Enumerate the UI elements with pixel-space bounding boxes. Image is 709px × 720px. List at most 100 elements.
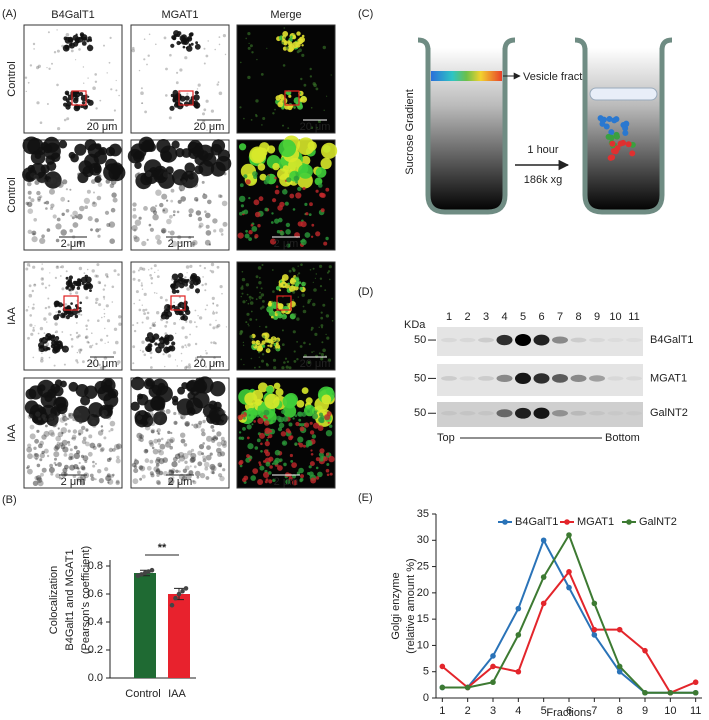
- signal: [162, 209, 165, 212]
- signal: [184, 282, 188, 287]
- signal: [46, 321, 48, 323]
- signal: [39, 452, 45, 459]
- signal: [195, 325, 198, 328]
- signal: [206, 129, 208, 131]
- signal: [132, 345, 136, 349]
- signal: [58, 140, 68, 149]
- signal: [270, 341, 274, 345]
- signal: [85, 335, 89, 339]
- signal: [172, 89, 179, 96]
- signal: [261, 353, 265, 356]
- signal: [171, 476, 175, 480]
- signal: [139, 434, 144, 439]
- signal: [169, 105, 175, 111]
- data-point: [566, 532, 572, 538]
- signal: [106, 319, 111, 323]
- signal: [103, 366, 106, 369]
- signal: [149, 471, 154, 476]
- signal: [211, 139, 226, 153]
- signal: [115, 479, 120, 484]
- signal: [178, 282, 185, 289]
- y-tick-label: 0.0: [88, 672, 103, 684]
- signal: [178, 277, 181, 280]
- signal: [81, 439, 87, 445]
- signal: [168, 345, 174, 351]
- signal: [320, 157, 332, 170]
- signal: [91, 201, 98, 208]
- vesicle-dot: [620, 139, 627, 146]
- signal: [180, 416, 183, 419]
- signal: [47, 305, 51, 309]
- y-tick-label: 25: [417, 560, 429, 572]
- signal: [165, 94, 168, 97]
- signal: [132, 214, 137, 219]
- signal: [272, 358, 277, 362]
- roi-box: [71, 90, 87, 106]
- vesicle-dots: [597, 115, 636, 161]
- signal: [68, 288, 72, 292]
- signal: [94, 421, 97, 425]
- data-point: [490, 679, 496, 686]
- signal: [258, 351, 261, 354]
- signal: [194, 470, 201, 477]
- signal: [294, 414, 298, 417]
- signal: [38, 443, 43, 449]
- signal: [82, 436, 87, 441]
- signal: [156, 430, 159, 433]
- column-header: B4GalT1: [51, 9, 94, 21]
- band: [441, 376, 457, 381]
- signal: [282, 189, 288, 195]
- signal: [30, 332, 34, 336]
- signal: [255, 340, 260, 345]
- signal: [171, 273, 179, 281]
- signal: [39, 345, 43, 349]
- signal: [148, 269, 150, 271]
- signal: [84, 460, 88, 464]
- signal: [138, 299, 141, 301]
- signal: [174, 359, 177, 361]
- signal: [188, 208, 194, 214]
- signal: [222, 221, 228, 227]
- signal: [75, 33, 78, 36]
- signal: [264, 427, 271, 434]
- signal: [285, 479, 291, 485]
- signal: [118, 322, 122, 326]
- signal: [181, 345, 185, 349]
- signal: [194, 165, 204, 175]
- signal: [104, 385, 113, 393]
- signal: [159, 408, 165, 414]
- scale-bar-label: 20 μm: [194, 121, 225, 133]
- signal: [71, 413, 75, 417]
- signal: [198, 444, 205, 450]
- signal: [67, 443, 71, 447]
- signal: [197, 461, 203, 467]
- lane-label: 9: [594, 311, 600, 323]
- signal: [208, 400, 218, 410]
- signal: [106, 223, 111, 227]
- signal: [71, 216, 75, 220]
- signal: [287, 44, 295, 52]
- signal: [68, 412, 71, 416]
- signal: [55, 473, 60, 479]
- signal: [57, 310, 61, 314]
- signal: [268, 471, 272, 475]
- x-tick-label: 10: [664, 705, 676, 717]
- signal: [189, 284, 195, 289]
- signal: [113, 269, 117, 273]
- signal: [301, 53, 305, 58]
- signal: [194, 197, 199, 202]
- signal: [132, 277, 136, 281]
- signal: [149, 459, 154, 464]
- signal: [207, 40, 209, 42]
- signal: [247, 302, 250, 305]
- signal: [36, 190, 41, 196]
- signal: [255, 275, 259, 279]
- signal: [97, 234, 101, 238]
- roi-box: [284, 90, 300, 106]
- signal: [111, 301, 114, 303]
- signal: [133, 302, 135, 305]
- signal: [92, 464, 96, 468]
- signal: [33, 453, 40, 460]
- signal: [292, 299, 295, 302]
- signal: [155, 189, 162, 196]
